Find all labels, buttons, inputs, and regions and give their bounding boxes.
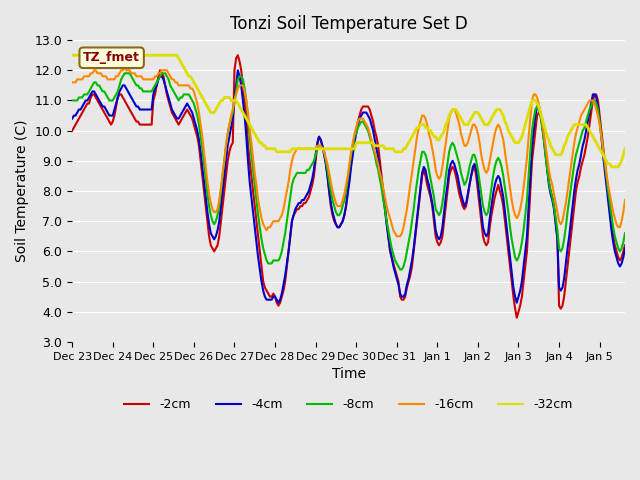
Y-axis label: Soil Temperature (C): Soil Temperature (C) xyxy=(15,120,29,262)
Legend: -2cm, -4cm, -8cm, -16cm, -32cm: -2cm, -4cm, -8cm, -16cm, -32cm xyxy=(120,394,578,417)
Text: TZ_fmet: TZ_fmet xyxy=(83,51,140,64)
X-axis label: Time: Time xyxy=(332,367,365,381)
Title: Tonzi Soil Temperature Set D: Tonzi Soil Temperature Set D xyxy=(230,15,467,33)
